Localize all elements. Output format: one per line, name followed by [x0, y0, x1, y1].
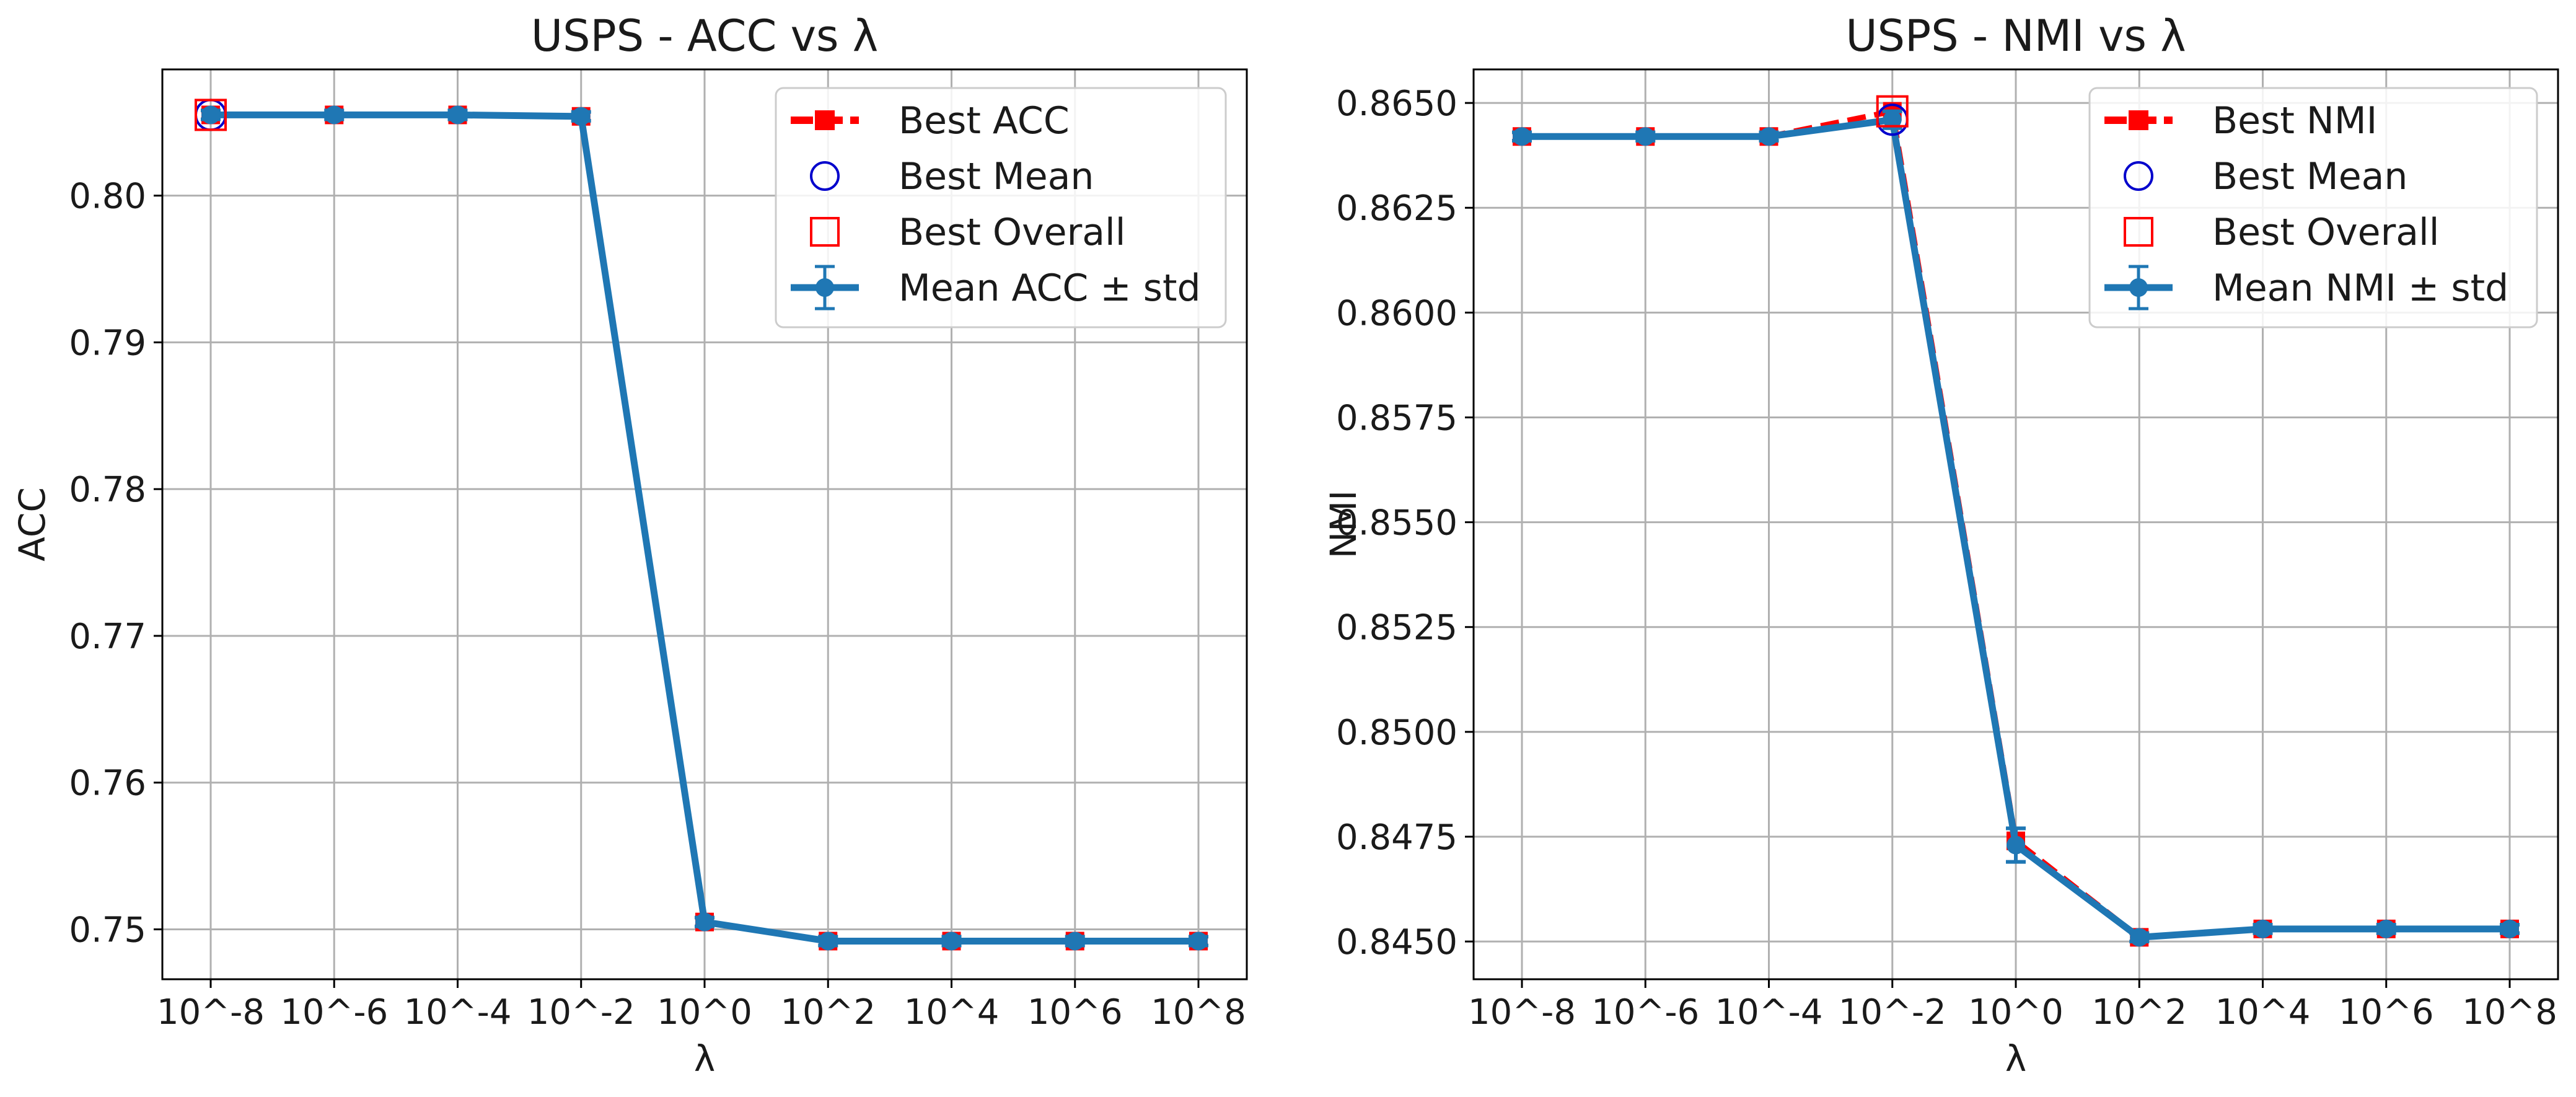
x-tick-label: 10^2	[780, 992, 876, 1033]
x-tick-label: 10^-6	[1591, 992, 1699, 1033]
legend-label: Best NMI	[2212, 99, 2377, 143]
x-tick-label: 10^-4	[1715, 992, 1822, 1033]
mean-point	[2130, 928, 2149, 947]
mean-point	[2500, 919, 2519, 938]
x-tick-label: 10^2	[2091, 992, 2187, 1033]
legend-box	[775, 87, 1227, 328]
x-tick-label: 10^6	[2339, 992, 2434, 1033]
y-tick-label: 0.77	[69, 617, 146, 657]
legend-box	[2088, 87, 2538, 328]
x-axis-label: λ	[2005, 1038, 2026, 1080]
best-overall-marker	[1876, 95, 1909, 128]
y-tick-label: 0.8650	[1336, 84, 1457, 124]
mean-point	[571, 107, 591, 126]
mean-point	[1883, 110, 1902, 130]
x-tick-label: 10^-2	[1839, 992, 1946, 1033]
y-tick-label: 0.78	[69, 470, 146, 510]
mean-point	[325, 105, 344, 125]
y-tick-label: 0.8575	[1336, 398, 1457, 438]
legend-marker-mean	[2129, 278, 2148, 297]
y-tick-label: 0.80	[69, 177, 146, 217]
legend-marker-best-mean	[2124, 161, 2153, 191]
legend-label: Best Overall	[2212, 211, 2439, 254]
y-tick-label: 0.8625	[1336, 188, 1457, 229]
mean-point	[2376, 919, 2396, 938]
y-tick-label: 0.79	[69, 323, 146, 363]
x-tick-label: 10^-2	[527, 992, 635, 1033]
x-tick-label: 10^0	[657, 992, 752, 1033]
x-axis-label: λ	[694, 1038, 715, 1080]
legend-marker-mean	[815, 278, 834, 297]
x-tick-label: 10^4	[2215, 992, 2311, 1033]
legend-marker-best	[815, 110, 835, 130]
chart-title: USPS - ACC vs λ	[531, 11, 878, 61]
plot-frame	[1472, 68, 2559, 980]
x-tick-label: 10^-4	[403, 992, 511, 1033]
mean-point	[695, 912, 714, 932]
mean-point	[819, 932, 838, 951]
legend: Best NMI Best Mean Best Overall Mean NMI ± …	[2088, 87, 2538, 328]
x-tick-label: 10^-8	[157, 992, 265, 1033]
legend-marker-best-mean	[810, 161, 840, 191]
mean-point	[2253, 919, 2272, 938]
y-tick-label: 0.76	[69, 764, 146, 804]
mean-point	[1189, 932, 1208, 951]
y-tick-label: 0.8475	[1336, 817, 1457, 858]
legend-label: Best Overall	[899, 211, 1125, 254]
legend-marker-best	[2129, 110, 2148, 130]
x-tick-label: 10^-8	[1468, 992, 1576, 1033]
mean-point	[942, 932, 961, 951]
mean-point	[1759, 127, 1778, 146]
legend-label: Best Mean	[899, 155, 1094, 198]
mean-point	[1636, 127, 1655, 146]
x-tick-label: 10^0	[1968, 992, 2064, 1033]
chart-title: USPS - NMI vs λ	[1845, 11, 2186, 61]
y-tick-label: 0.75	[69, 910, 146, 950]
legend: Best ACC Best Mean Best Overall Mean ACC ± …	[775, 87, 1227, 328]
y-tick-label: 0.8525	[1336, 608, 1457, 648]
x-tick-label: 10^8	[1151, 992, 1246, 1033]
legend-marker-best-overall	[2124, 217, 2153, 247]
legend-label: Mean NMI ± std	[2212, 267, 2508, 310]
legend-marker-best-overall	[810, 217, 840, 247]
x-tick-label: 10^8	[2462, 992, 2557, 1033]
mean-point	[448, 105, 467, 125]
legend-label: Mean ACC ± std	[899, 267, 1201, 310]
plot-frame	[161, 68, 1248, 980]
x-tick-label: 10^-6	[280, 992, 388, 1033]
legend-label: Best Mean	[2212, 155, 2407, 198]
best-overall-marker	[195, 99, 227, 131]
y-axis-label: ACC	[11, 487, 53, 562]
chart-panel-2: 10^-8 10^-6 10^-4 10^-2 10^0 10^2 10^4 10^6 10^8…	[1322, 11, 2559, 1080]
mean-point	[201, 105, 220, 125]
chart-panel-1: 10^-8 10^-6 10^-4 10^-2 10^0 10^2 10^4 10^6 10^8…	[11, 11, 1248, 1080]
x-tick-label: 10^6	[1027, 992, 1123, 1033]
y-tick-label: 0.8550	[1336, 503, 1457, 544]
mean-point	[1513, 127, 1531, 146]
legend-label: Best ACC	[899, 99, 1070, 143]
y-axis-label: NMI	[1322, 490, 1365, 559]
y-tick-label: 0.8450	[1336, 922, 1457, 963]
y-tick-label: 0.8600	[1336, 293, 1457, 333]
x-tick-label: 10^4	[904, 992, 1000, 1033]
mean-point	[2007, 835, 2025, 855]
mean-point	[1065, 932, 1084, 951]
y-tick-label: 0.8500	[1336, 713, 1457, 753]
